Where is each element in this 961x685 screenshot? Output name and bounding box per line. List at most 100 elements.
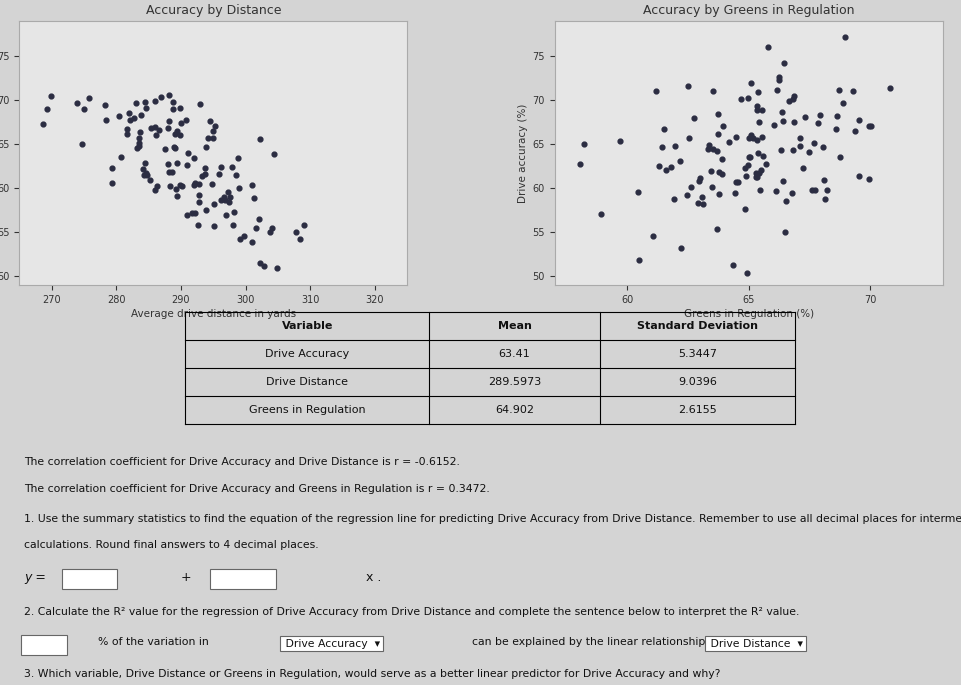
Point: [86, 0, 101, 2]
Text: Drive Distance  ▾: Drive Distance ▾: [706, 638, 802, 649]
Point: [226, 207, 241, 218]
Point: [151, 125, 166, 136]
Text: The correlation coefficient for Drive Accuracy and Drive Distance is r = -0.6152: The correlation coefficient for Drive Ac…: [24, 458, 459, 467]
Point: [123, 115, 138, 126]
Point: [225, 161, 240, 172]
Point: [244, 179, 259, 190]
Point: [749, 101, 764, 112]
Point: [253, 134, 268, 145]
Point: [645, 230, 660, 241]
Point: [737, 203, 752, 214]
Text: 64.902: 64.902: [495, 405, 533, 414]
Point: [629, 186, 645, 197]
Point: [770, 75, 785, 86]
Point: [702, 166, 718, 177]
Point: [651, 160, 666, 171]
Point: [147, 95, 162, 106]
Point: [185, 179, 201, 190]
Point: [119, 123, 135, 134]
Point: [709, 129, 725, 140]
Point: [222, 197, 237, 208]
Point: [104, 162, 119, 173]
Point: [212, 162, 228, 173]
Point: [149, 181, 164, 192]
Point: [198, 169, 213, 179]
Point: [701, 139, 716, 150]
Point: [154, 92, 169, 103]
Point: [862, 120, 877, 131]
Point: [174, 181, 189, 192]
Point: [860, 120, 875, 131]
Text: % of the variation in: % of the variation in: [98, 638, 209, 647]
Point: [740, 133, 755, 144]
Point: [816, 175, 831, 186]
Point: [850, 171, 866, 182]
Point: [187, 177, 203, 188]
Point: [785, 116, 801, 127]
Point: [657, 164, 673, 175]
Point: [667, 140, 682, 151]
Point: [751, 116, 766, 127]
Point: [142, 175, 158, 186]
X-axis label: Average drive distance in yards: Average drive distance in yards: [131, 309, 296, 319]
Point: [742, 78, 757, 89]
Point: [704, 86, 720, 97]
Point: [796, 112, 811, 123]
Point: [137, 97, 153, 108]
Point: [767, 186, 782, 197]
Point: [163, 167, 179, 178]
Point: [134, 110, 149, 121]
Text: +: +: [181, 571, 191, 584]
Point: [819, 184, 834, 195]
Point: [246, 192, 261, 203]
Point: [173, 117, 188, 128]
Point: [148, 130, 163, 141]
Title: Accuracy by Distance: Accuracy by Distance: [145, 3, 281, 16]
Point: [679, 80, 695, 91]
Point: [815, 142, 830, 153]
Point: [184, 208, 199, 219]
Point: [192, 99, 208, 110]
Text: x .: x .: [365, 571, 381, 584]
X-axis label: Greens in Regulation (%): Greens in Regulation (%): [683, 309, 813, 319]
Text: Drive Accuracy: Drive Accuracy: [265, 349, 349, 359]
Point: [754, 150, 770, 161]
Text: 2.6155: 2.6155: [678, 405, 716, 414]
Point: [771, 71, 786, 82]
Point: [732, 94, 748, 105]
Point: [806, 138, 822, 149]
Text: 9.0396: 9.0396: [678, 377, 716, 387]
Point: [231, 153, 246, 164]
Point: [714, 154, 729, 165]
Point: [713, 169, 728, 179]
Text: 1. Use the summary statistics to find the equation of the regression line for pr: 1. Use the summary statistics to find th…: [24, 514, 961, 525]
Point: [847, 126, 862, 137]
Point: [208, 120, 223, 131]
Point: [737, 171, 752, 182]
Point: [111, 110, 126, 121]
Point: [593, 209, 608, 220]
Text: Drive Distance: Drive Distance: [266, 377, 348, 387]
Point: [232, 183, 247, 194]
Point: [576, 138, 591, 149]
Text: 63.41: 63.41: [498, 349, 530, 359]
Point: [749, 172, 764, 183]
Point: [708, 145, 724, 156]
Point: [166, 142, 182, 153]
Point: [753, 132, 769, 142]
Point: [121, 108, 136, 119]
Point: [760, 42, 776, 53]
Point: [137, 158, 153, 169]
Point: [98, 100, 113, 111]
Point: [749, 169, 764, 179]
Point: [69, 98, 85, 109]
Point: [213, 195, 229, 206]
Point: [39, 103, 55, 114]
Point: [695, 198, 710, 209]
Point: [811, 110, 826, 121]
Point: [828, 110, 844, 121]
Point: [0, 88, 7, 99]
Point: [222, 192, 237, 203]
Point: [834, 97, 850, 108]
Point: [745, 132, 760, 143]
